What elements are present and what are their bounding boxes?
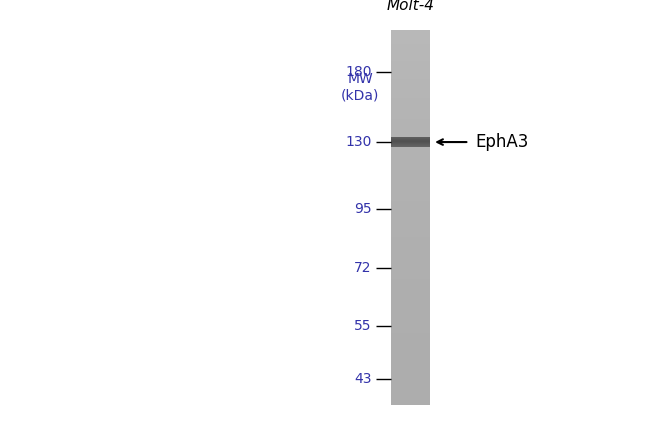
Text: EphA3: EphA3 (475, 133, 528, 151)
Text: 72: 72 (354, 262, 372, 276)
Text: 180: 180 (345, 65, 372, 79)
Text: 130: 130 (345, 135, 372, 149)
Text: MW
(kDa): MW (kDa) (341, 72, 380, 102)
Text: 95: 95 (354, 202, 372, 216)
Text: Molt-4: Molt-4 (387, 0, 435, 13)
Text: 43: 43 (354, 372, 372, 386)
Text: 55: 55 (354, 319, 372, 333)
